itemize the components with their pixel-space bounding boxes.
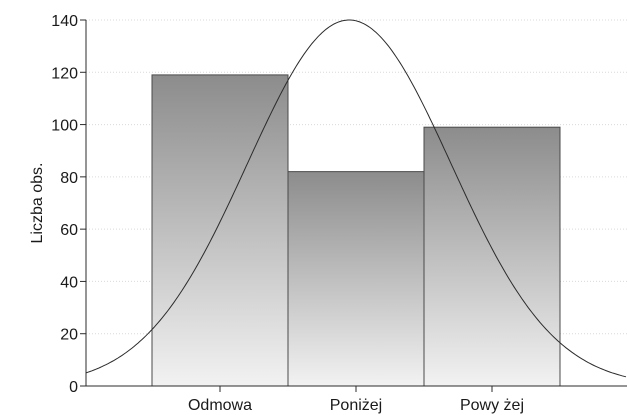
bars xyxy=(151,74,561,387)
y-tick-label: 40 xyxy=(60,274,78,291)
y-axis-title: Liczba obs. xyxy=(29,163,46,244)
x-tick-label: Poniżej xyxy=(330,397,382,414)
y-tick-label: 60 xyxy=(60,222,78,239)
normal-curve-overlay xyxy=(85,19,627,378)
y-tick-label: 0 xyxy=(69,379,78,396)
bar-poniżej xyxy=(287,171,425,387)
x-tick-label: Powy żej xyxy=(460,397,524,414)
y-tick-label: 20 xyxy=(60,327,78,344)
y-tick-label: 100 xyxy=(51,118,78,135)
y-tick-labels: 0 20 40 60 80 100 120 140 xyxy=(51,13,78,396)
x-tick-labels: Odmowa Poniżej Powy żej xyxy=(188,397,524,414)
bar-odmowa xyxy=(151,74,289,387)
x-tick-label: Odmowa xyxy=(188,397,252,414)
bar-powy-żej xyxy=(423,126,561,387)
y-tick-label: 120 xyxy=(51,65,78,82)
y-tick-label: 140 xyxy=(51,13,78,30)
y-tick-label: 80 xyxy=(60,170,78,187)
axes xyxy=(80,19,627,392)
